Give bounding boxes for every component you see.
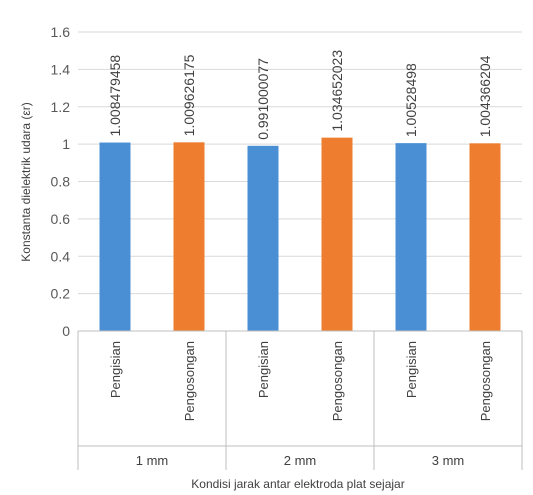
x-tick-label: Pengosongan	[478, 341, 493, 421]
group-label: 1 mm	[136, 453, 169, 468]
bar	[173, 142, 205, 331]
x-tick-label: Pengosongan	[330, 341, 345, 421]
data-label: 0.991000077	[255, 58, 271, 140]
data-label: 1.034652023	[329, 50, 345, 132]
bar	[469, 143, 501, 331]
bar	[99, 142, 131, 331]
x-tick-label: Pengisian	[404, 341, 419, 398]
group-label: 2 mm	[284, 453, 317, 468]
x-tick-label: Pengosongan	[182, 341, 197, 421]
y-axis-title: Konstanta dielektrik udara (εr)	[19, 102, 33, 261]
x-tick-label: Pengisian	[108, 341, 123, 398]
y-tick-label: 0.8	[51, 174, 71, 190]
group-label: 3 mm	[432, 453, 465, 468]
x-tick-label: Pengisian	[256, 341, 271, 398]
y-tick-label: 0.4	[51, 248, 71, 264]
bar	[247, 145, 279, 331]
bar	[395, 143, 427, 331]
y-tick-label: 0.2	[51, 286, 71, 302]
data-label: 1.00528498	[403, 63, 419, 137]
y-tick-label: 1	[62, 136, 70, 152]
y-tick-label: 1.4	[51, 61, 71, 77]
data-label: 1.009626175	[181, 54, 197, 136]
y-tick-label: 0.6	[51, 211, 71, 227]
y-tick-label: 0	[62, 323, 70, 339]
data-label: 1.004366204	[477, 55, 493, 137]
y-tick-label: 1.2	[51, 99, 71, 115]
y-tick-label: 1.6	[51, 24, 71, 40]
data-label: 1.008479458	[107, 55, 123, 137]
x-axis-title: Kondisi jarak antar elektroda plat sejaj…	[191, 477, 404, 491]
bar	[321, 137, 353, 331]
